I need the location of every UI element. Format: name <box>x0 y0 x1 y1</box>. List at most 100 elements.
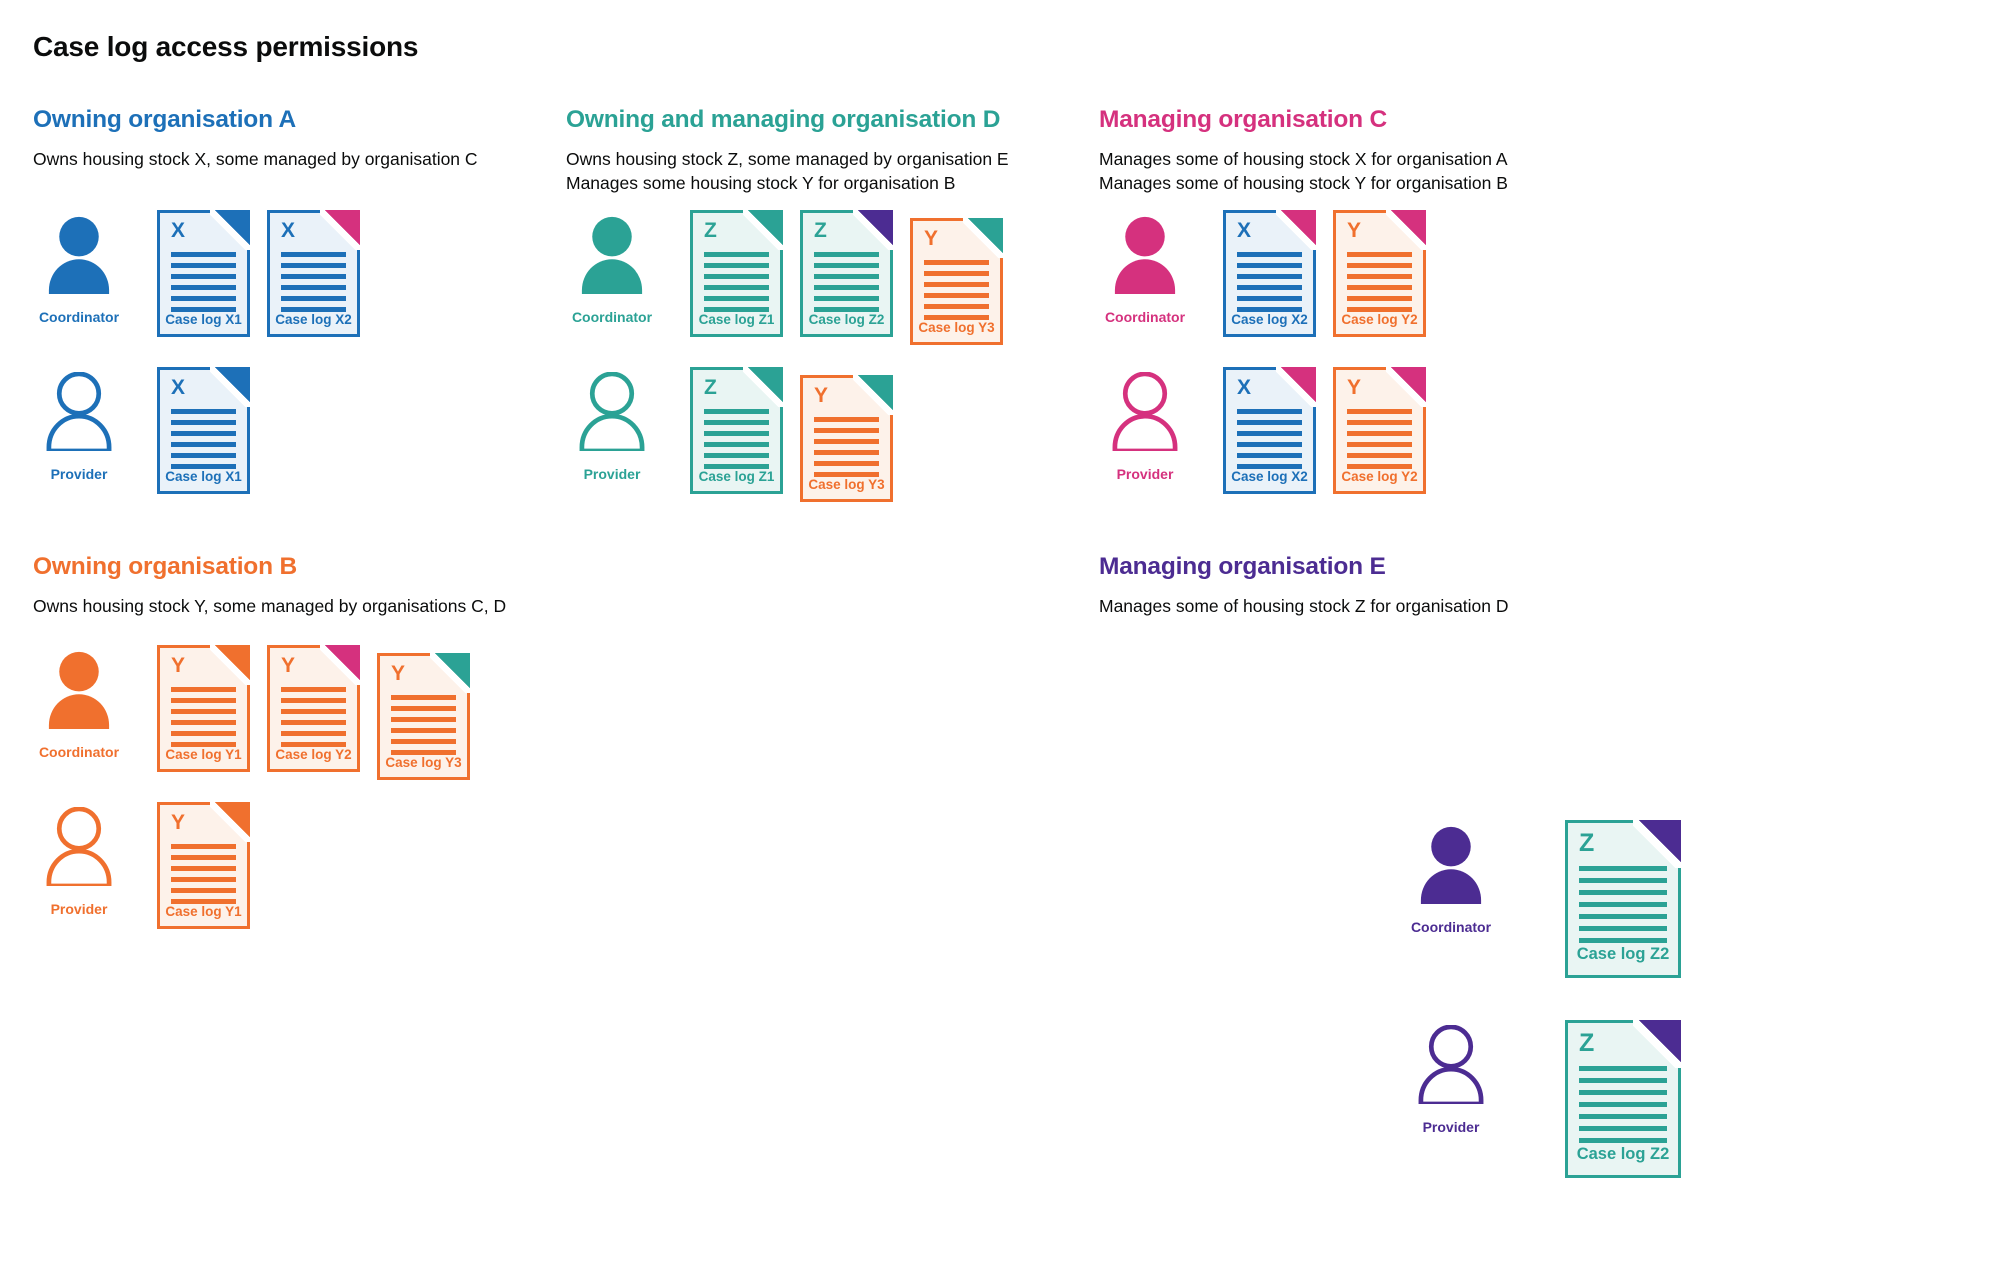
case-log-doc: Y Case log Y3 <box>910 218 1003 345</box>
doc-line <box>1347 464 1412 469</box>
doc-text-lines <box>171 687 236 747</box>
provider-icon <box>1112 372 1178 451</box>
doc-line <box>814 252 879 257</box>
doc-line <box>171 274 236 279</box>
doc-line <box>704 420 769 425</box>
doc-line <box>171 263 236 268</box>
doc-line <box>171 888 236 893</box>
org-a-provider-row: Provider X Case log X1 <box>33 367 566 494</box>
doc-stock-letter: Y <box>171 654 186 677</box>
case-log-doc: Z Case log Z1 <box>690 210 783 337</box>
doc-text-lines <box>281 687 346 747</box>
case-log-label: Case log Y2 <box>275 747 352 762</box>
doc-line <box>1579 914 1667 919</box>
section-org-c: Managing organisation C Manages some of h… <box>1099 105 1632 524</box>
doc-stock-letter: Z <box>704 376 717 399</box>
case-log-docs: Z Case log Z1 Y Case log Y3 <box>690 367 893 502</box>
doc-line <box>281 720 346 725</box>
doc-line <box>281 252 346 257</box>
case-log-doc: Y Case log Y1 <box>157 802 250 929</box>
doc-line <box>1579 1066 1667 1071</box>
doc-line <box>1237 285 1302 290</box>
folded-corner-icon <box>1386 210 1426 250</box>
section-description-line: Manages some of housing stock Z for orga… <box>1099 596 1509 616</box>
doc-line <box>171 698 236 703</box>
doc-line <box>924 304 989 309</box>
provider-icon <box>1418 1025 1484 1104</box>
access-rows: Coordinator X Case log X2 Y Case log Y2 Provi… <box>1099 210 1632 494</box>
doc-line <box>1579 926 1667 931</box>
folded-corner-icon <box>430 653 470 693</box>
doc-line <box>1347 431 1412 436</box>
doc-stock-letter: Y <box>171 811 186 834</box>
section-org-e: Managing organisation E Manages some of h… <box>1099 552 1681 1220</box>
doc-line <box>814 307 879 312</box>
doc-line <box>1237 442 1302 447</box>
doc-stock-letter: Y <box>924 227 939 250</box>
folded-corner-icon <box>210 645 250 685</box>
doc-line <box>1579 890 1667 895</box>
section-description: Owns housing stock Y, some managed by or… <box>33 594 566 618</box>
doc-line <box>171 285 236 290</box>
case-log-doc: X Case log X2 <box>267 210 360 337</box>
doc-stock-letter: X <box>1237 219 1252 242</box>
person-role-label: Provider <box>1116 466 1174 482</box>
person-role-label: Provider <box>50 901 108 917</box>
doc-line <box>171 866 236 871</box>
doc-text-lines <box>1579 866 1667 945</box>
doc-line <box>924 293 989 298</box>
case-log-docs: X Case log X1 X Case log X2 <box>157 210 360 337</box>
provider-figure: Provider <box>1405 1020 1497 1135</box>
case-log-label: Case log Y1 <box>165 904 242 919</box>
provider-figure: Provider <box>1099 367 1191 482</box>
folded-corner-icon <box>210 802 250 842</box>
org-b-coordinator-row: Coordinator Y Case log Y1 Y Case log Y2 Y Case… <box>33 645 566 780</box>
doc-line <box>171 464 236 469</box>
section-description-line: Manages some housing stock Y for organis… <box>566 173 956 193</box>
doc-stock-letter: Y <box>814 384 829 407</box>
doc-line <box>814 263 879 268</box>
case-log-label: Case log Y3 <box>808 477 885 492</box>
doc-line <box>1237 453 1302 458</box>
section-description: Owns housing stock X, some managed by or… <box>33 147 566 195</box>
coordinator-icon <box>1114 216 1176 294</box>
section-description: Manages some of housing stock Z for orga… <box>1099 594 1632 618</box>
coordinator-icon <box>48 216 110 294</box>
case-log-doc: Y Case log Y2 <box>1333 367 1426 494</box>
doc-line <box>1579 1078 1667 1083</box>
org-e-coordinator-row: Coordinator Z Case log Z2 <box>1405 820 1681 978</box>
case-log-doc: Y Case log Y3 <box>377 653 470 780</box>
doc-line <box>704 285 769 290</box>
folded-corner-icon <box>210 367 250 407</box>
doc-line <box>171 899 236 904</box>
access-rows: Coordinator X Case log X1 X Case log X2 Provi… <box>33 210 566 494</box>
folded-corner-icon <box>853 210 893 250</box>
doc-line <box>1237 307 1302 312</box>
doc-line <box>704 409 769 414</box>
section-org-a: Owning organisation A Owns housing stock … <box>33 105 566 524</box>
doc-line <box>704 252 769 257</box>
doc-line <box>1579 1102 1667 1107</box>
doc-line <box>171 453 236 458</box>
org-a-coordinator-row: Coordinator X Case log X1 X Case log X2 <box>33 210 566 337</box>
doc-line <box>1579 938 1667 943</box>
doc-line <box>1237 263 1302 268</box>
doc-line <box>1237 431 1302 436</box>
doc-text-lines <box>1347 252 1412 312</box>
provider-icon <box>46 807 112 886</box>
doc-text-lines <box>171 409 236 469</box>
case-log-doc: Z Case log Z1 <box>690 367 783 494</box>
doc-line <box>1347 252 1412 257</box>
doc-line <box>171 709 236 714</box>
provider-icon <box>46 372 112 451</box>
doc-stock-letter: Z <box>1579 829 1595 857</box>
doc-stock-letter: X <box>281 219 296 242</box>
doc-line <box>171 409 236 414</box>
coordinator-figure: Coordinator <box>566 210 658 325</box>
doc-line <box>1579 902 1667 907</box>
folded-corner-icon <box>1386 367 1426 407</box>
doc-line <box>171 742 236 747</box>
case-log-docs: X Case log X1 <box>157 367 250 494</box>
case-log-label: Case log X2 <box>1231 312 1308 327</box>
doc-line <box>1347 274 1412 279</box>
